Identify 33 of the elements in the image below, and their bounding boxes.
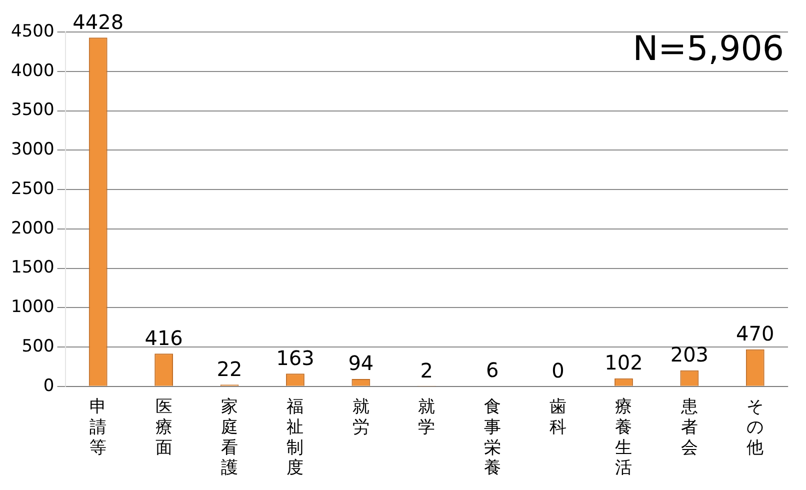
x-tick-label: 福祉制度 [286, 397, 304, 478]
y-tick-label: 4500 [11, 21, 54, 42]
data-label: 22 [216, 356, 242, 381]
data-label: 163 [276, 346, 314, 370]
data-label: 470 [736, 322, 774, 346]
y-tick-label: 2500 [11, 178, 54, 199]
data-label: 102 [604, 350, 643, 375]
x-tick-label: 就労 [352, 397, 370, 438]
y-tick-label: 0 [43, 376, 54, 396]
data-label: 0 [552, 358, 564, 383]
data-label: 203 [670, 342, 709, 367]
data-label: 94 [348, 351, 374, 376]
x-tick-label: 医療面 [155, 397, 172, 458]
x-tick-label: 食事栄養 [484, 397, 501, 478]
y-tick-label: 4000 [11, 60, 54, 81]
data-label: 416 [144, 326, 183, 350]
annotation: N=5,906 [632, 28, 784, 69]
y-tick-label: 500 [22, 336, 54, 356]
data-label: 4428 [72, 10, 124, 34]
y-tick-label: 3000 [11, 140, 54, 160]
x-tick-label: 家庭看護 [221, 397, 238, 478]
data-label: 2 [420, 358, 433, 382]
x-tick-label: 患者会 [680, 397, 698, 458]
y-tick-label: 3500 [11, 100, 54, 120]
y-tick-label: 1500 [11, 258, 54, 278]
x-tick-label: 歯科 [550, 397, 567, 438]
x-tick-label: 療養生活 [615, 397, 632, 478]
x-tick-label: その他 [746, 397, 764, 458]
y-tick-label: 2000 [11, 218, 54, 238]
data-label: 6 [486, 358, 499, 382]
y-tick-label: 1000 [11, 297, 54, 318]
x-tick-label: 申請等 [90, 397, 107, 458]
x-tick-label: 就学 [418, 397, 436, 438]
